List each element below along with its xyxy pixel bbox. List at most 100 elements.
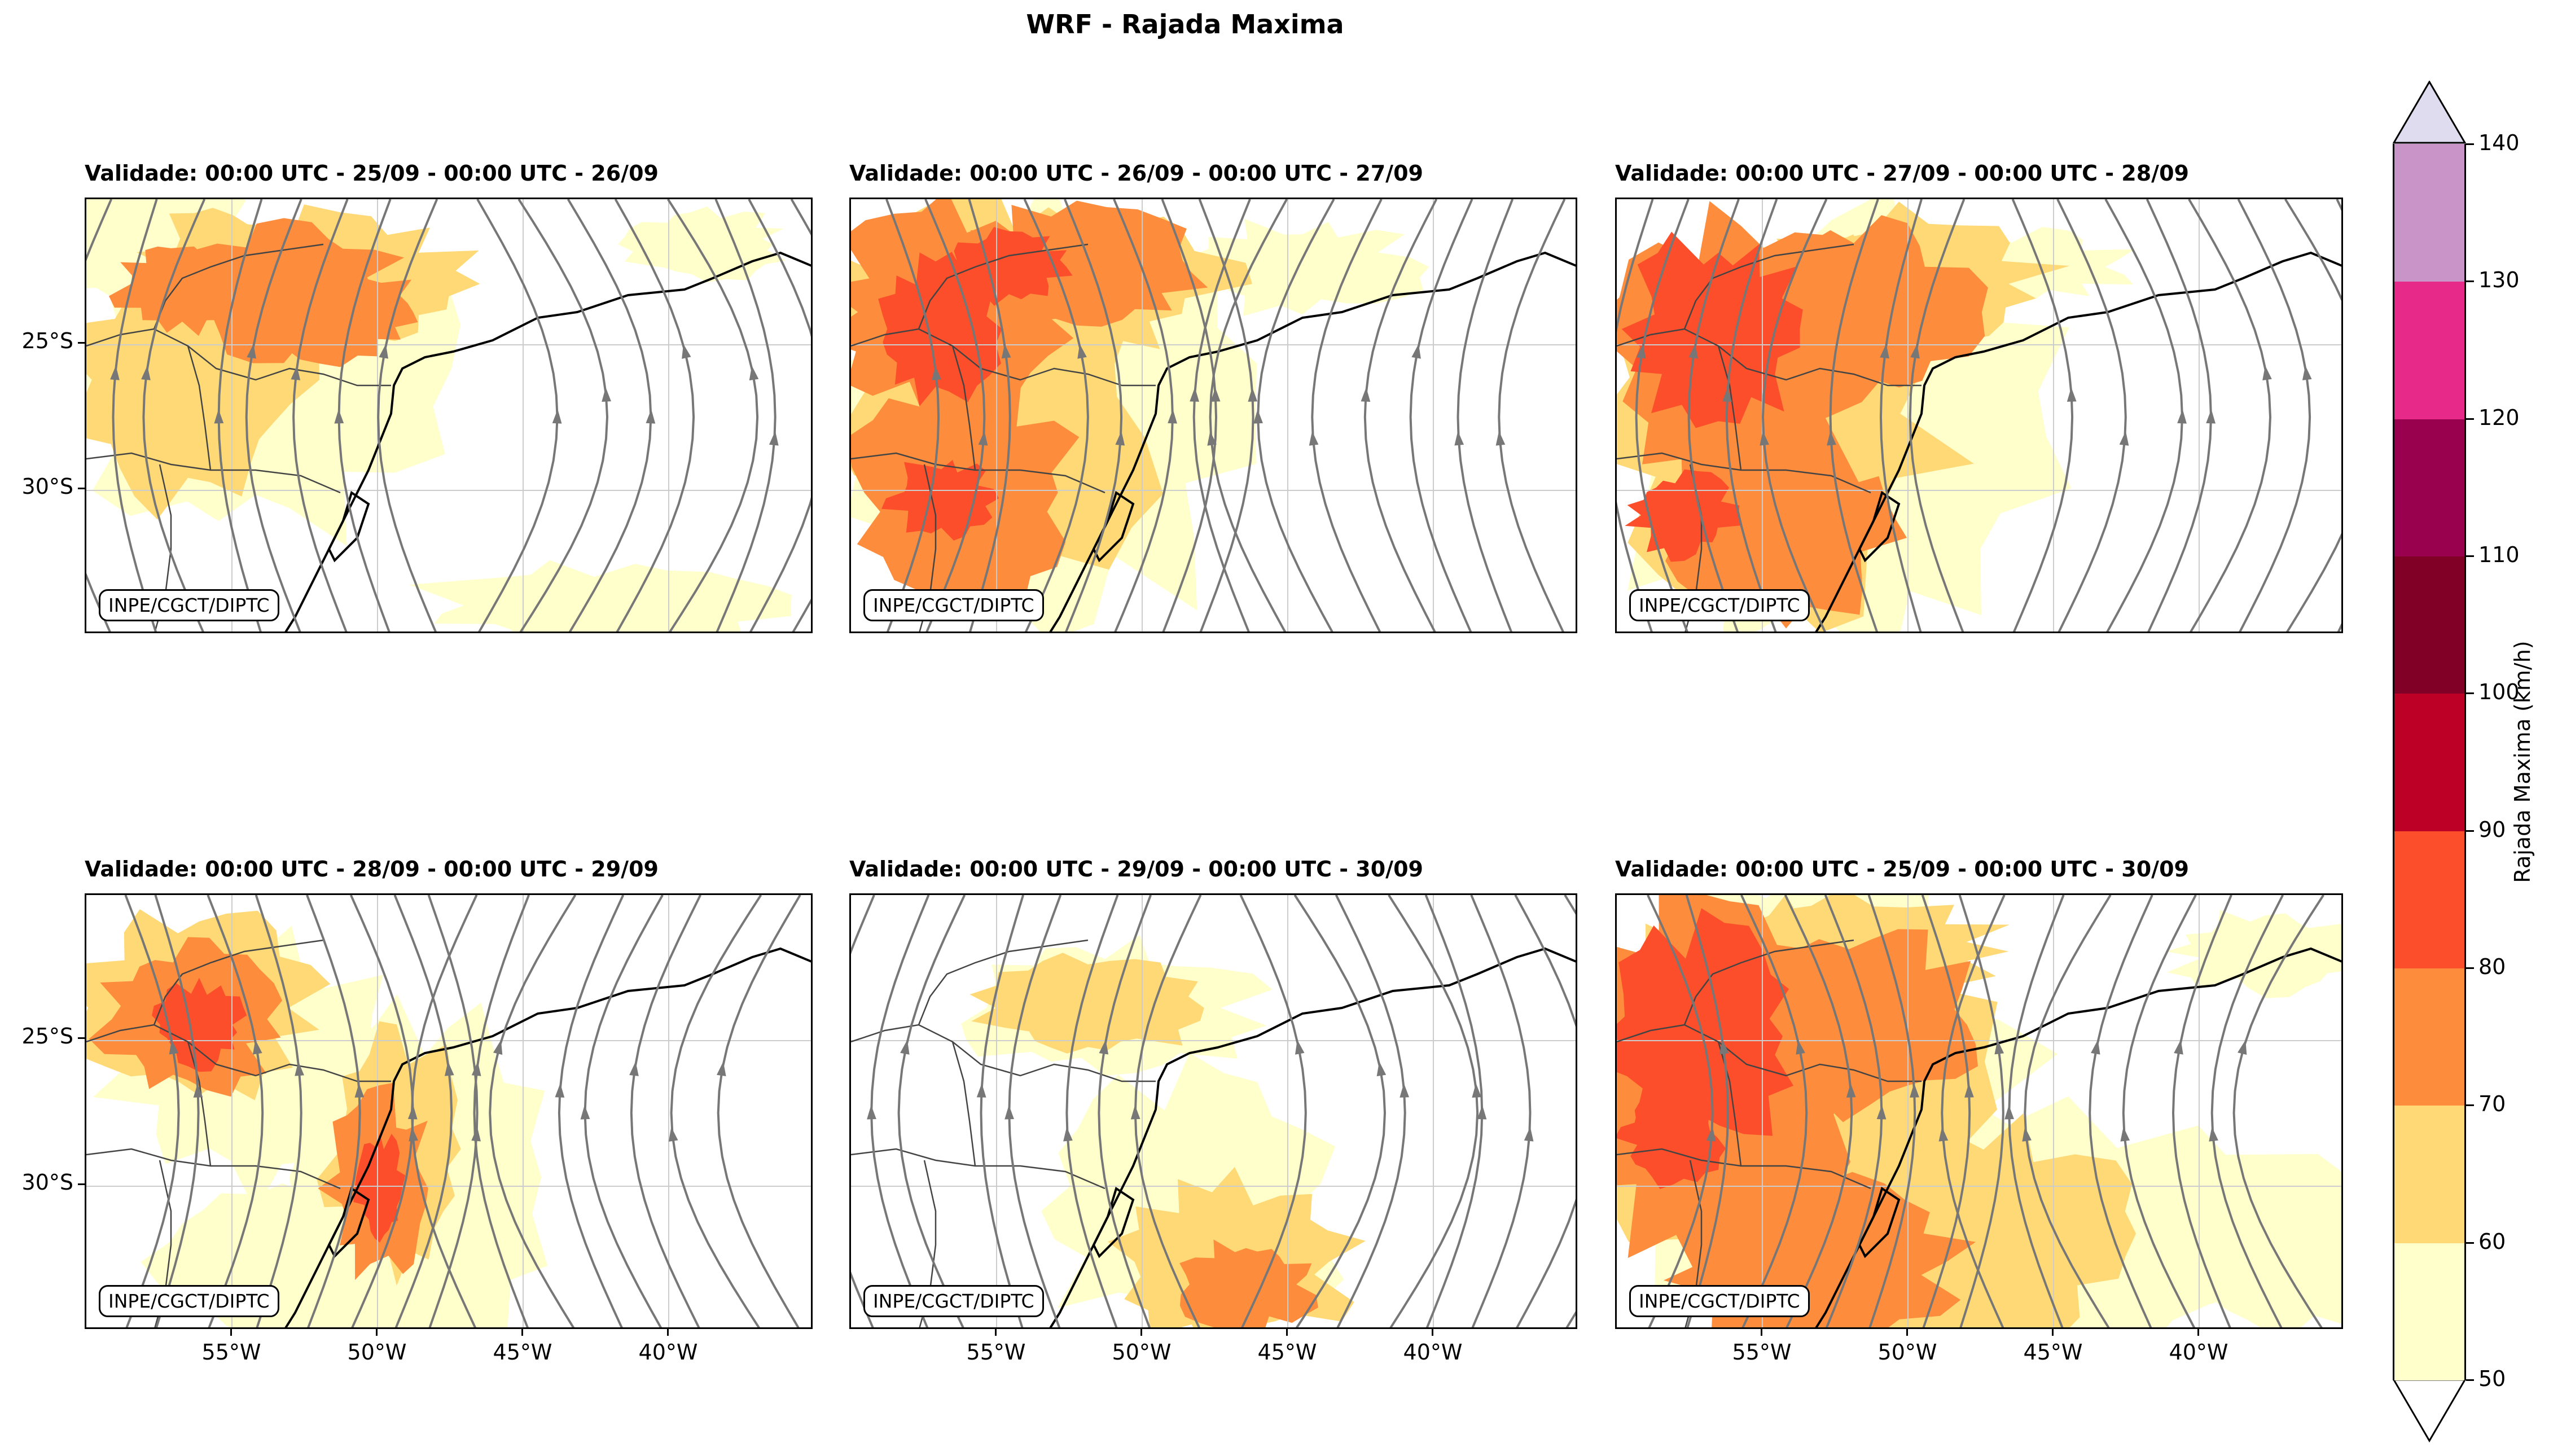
streamline (1784, 895, 1853, 1327)
streamline (584, 895, 664, 1327)
streamline-arrow (1190, 387, 1199, 402)
map-panel-6[interactable]: INPE/CGCT/DIPTC (1615, 893, 2343, 1329)
state-border (86, 1024, 391, 1082)
streamline-arrow (1130, 1105, 1140, 1120)
lon-tick-mark (1140, 1329, 1142, 1336)
streamline-arrow (1760, 431, 1769, 446)
streamline (1617, 199, 1654, 631)
streamline-arrow (1524, 1126, 1534, 1142)
streamline (255, 895, 302, 1327)
lagoon-outline (1858, 490, 1901, 563)
streamline (1829, 199, 1879, 631)
streamline-arrow (629, 1061, 639, 1076)
colorbar-tick-label: 80 (2478, 954, 2506, 979)
streamline-arrow (749, 365, 759, 381)
lon-tick-mark (1432, 1329, 1433, 1336)
map-panel-4[interactable]: INPE/CGCT/DIPTC (85, 893, 813, 1329)
streamline-arrow (1706, 1126, 1716, 1142)
streamline (1457, 199, 1514, 631)
map-canvas-4 (86, 895, 811, 1327)
streamline (1941, 895, 2006, 1327)
streamline-arrow (407, 1105, 418, 1120)
streamline (748, 199, 811, 631)
streamline-arrow (646, 409, 656, 424)
lon-tick-mark (1906, 1329, 1908, 1336)
streamline-arrow (1688, 344, 1698, 359)
streamline (1363, 199, 1438, 631)
streamline (1879, 199, 1923, 631)
streamline-arrow (976, 1083, 986, 1098)
colorbar-tick-mark (2466, 967, 2474, 969)
map-canvas-2 (851, 199, 1576, 631)
streamline (1909, 199, 1966, 631)
state-border (1683, 243, 1854, 330)
streamline-arrow (1168, 409, 1177, 424)
streamline (1921, 895, 1971, 1327)
streamline-arrow (1411, 344, 1421, 359)
lon-tick-mark (2197, 1329, 2199, 1336)
gust-field-area (353, 1133, 406, 1243)
lat-tick-mark (78, 1037, 85, 1039)
lon-tick-label: 55°W (201, 1340, 261, 1365)
streamline-arrow (932, 365, 941, 380)
colorbar-tick-label: 90 (2478, 817, 2506, 842)
streamline-arrow (1477, 1105, 1487, 1120)
lon-tick-mark (667, 1329, 669, 1336)
streamline (1335, 895, 1406, 1327)
figure-title: WRF - Rajada Maxima (1026, 9, 1344, 40)
colorbar-tick-label: 110 (2478, 542, 2520, 567)
streamline (670, 895, 762, 1327)
credit-label: INPE/CGCT/DIPTC (863, 1285, 1044, 1317)
streamline-arrow (1207, 431, 1217, 446)
streamline (870, 895, 930, 1327)
streamline-arrow (2302, 365, 2312, 380)
streamline (1635, 199, 1690, 631)
streamline-arrow (1636, 344, 1646, 359)
streamline-arrow (169, 1040, 179, 1055)
streamline (1388, 895, 1479, 1327)
streamline (1687, 199, 1740, 631)
colorbar-tick-label: 60 (2478, 1229, 2506, 1254)
colorbar-tick-mark (2466, 143, 2474, 145)
lat-tick-label: 30°S (21, 1170, 73, 1195)
streamline-arrow (2206, 409, 2216, 424)
gust-field-area (1617, 1088, 1726, 1189)
streamline-arrow (2120, 1126, 2130, 1142)
state-border (187, 1041, 212, 1166)
gust-field-area (253, 258, 418, 367)
map-panel-2[interactable]: INPE/CGCT/DIPTC (849, 198, 1577, 633)
lat-tick-mark (78, 488, 85, 489)
streamline (1424, 895, 1484, 1327)
streamline-arrow (668, 1126, 678, 1142)
streamline-arrow (2022, 1126, 2032, 1142)
colorbar-over-arrow (2393, 81, 2466, 144)
streamline (1098, 895, 1152, 1327)
streamline (614, 199, 695, 631)
streamline (885, 199, 940, 631)
map-panel-1[interactable]: INPE/CGCT/DIPTC (85, 198, 813, 633)
streamline (1725, 199, 1778, 631)
streamline-arrow (1722, 387, 1732, 402)
streamline-arrow (900, 1040, 910, 1055)
credit-label: INPE/CGCT/DIPTC (863, 589, 1044, 621)
colorbar-segment (2393, 1105, 2466, 1243)
streamline-arrow (2067, 387, 2077, 402)
streamline (393, 895, 453, 1327)
state-border (1683, 939, 1854, 1025)
streamline-arrow (1994, 1040, 2004, 1055)
colorbar-tick-mark (2466, 1379, 2474, 1381)
lon-tick-mark (376, 1329, 378, 1336)
streamline-arrow (552, 409, 562, 424)
streamline-arrow (334, 409, 344, 424)
lon-tick-label: 40°W (638, 1340, 698, 1365)
streamline (2104, 199, 2184, 631)
streamline-arrow (295, 1061, 304, 1076)
map-panel-5[interactable]: INPE/CGCT/DIPTC (849, 893, 1577, 1329)
colorbar-segment (2393, 968, 2466, 1106)
map-panel-3[interactable]: INPE/CGCT/DIPTC (1615, 198, 2343, 633)
panel-title-4: Validade: 00:00 UTC - 28/09 - 00:00 UTC … (85, 857, 659, 882)
state-border (187, 345, 212, 471)
streamline-arrows (932, 344, 1506, 446)
streamline-arrow (252, 1040, 262, 1055)
colorbar-tick-label: 50 (2478, 1366, 2506, 1391)
